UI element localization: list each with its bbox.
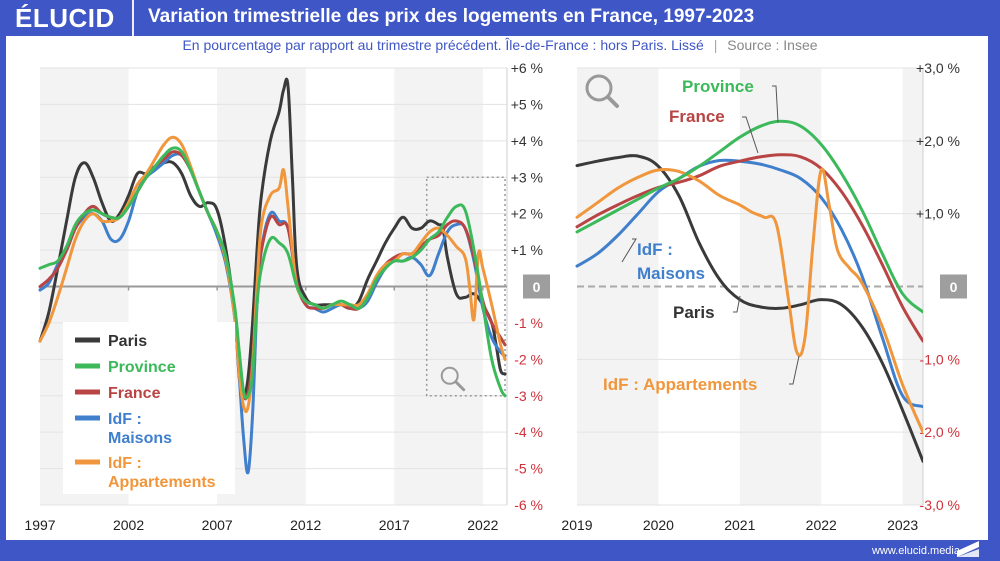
x-tick-label: 2023 — [887, 517, 918, 533]
magnifier-handle — [606, 95, 619, 108]
y-tick-label: -3 % — [514, 388, 543, 404]
footer-url[interactable]: www.elucid.media — [871, 545, 960, 557]
legend-label: France — [108, 385, 161, 402]
y-tick-label: +1,0 % — [916, 206, 960, 222]
annotation-label: France — [669, 107, 725, 126]
x-tick-label: 2012 — [290, 517, 321, 533]
series-line-paris — [575, 154, 923, 463]
y-tick-label: -2,0 % — [920, 424, 960, 440]
zero-badge — [523, 274, 550, 299]
series-line-paris — [38, 77, 507, 398]
legend-label: Maisons — [108, 430, 172, 447]
y-tick-label: -1,0 % — [920, 351, 960, 367]
chart-subtitle: En pourcentage par rapport au trimestre … — [0, 37, 1000, 53]
y-tick-label: +6 % — [511, 60, 543, 76]
y-tick-label: +2 % — [511, 206, 543, 222]
x-tick-label: 2020 — [643, 517, 674, 533]
y-tick-label: +2,0 % — [916, 133, 960, 149]
series-line-idf-maisons — [575, 158, 923, 409]
legend-label: Paris — [108, 333, 147, 350]
subtitle-separator: | — [713, 37, 718, 53]
annotation-label: IdF : Appartements — [603, 375, 757, 394]
legend-label: Province — [108, 359, 176, 376]
annotation-leader-line — [772, 85, 779, 123]
zero-badge — [940, 274, 967, 299]
annotation-leader-line — [789, 355, 800, 385]
y-tick-label: +1 % — [511, 242, 543, 258]
header-divider — [132, 0, 134, 36]
series-line-province — [575, 119, 923, 314]
legend-box — [63, 322, 235, 494]
y-tick-label: +4 % — [511, 133, 543, 149]
y-tick-label: +3 % — [511, 169, 543, 185]
y-tick-label: -1 % — [514, 315, 543, 331]
x-tick-label: 2021 — [724, 517, 755, 533]
y-tick-label: 0 — [533, 279, 541, 295]
y-tick-label: 0 — [950, 279, 958, 295]
y-tick-label: -2 % — [514, 351, 543, 367]
magnifier-icon — [440, 366, 466, 392]
legend-label: IdF : — [108, 411, 142, 428]
zoom-chart: +3,0 % +2,0 % +1,0 % 0 -1,0 % -2,0 % -3,0 % 201… — [561, 60, 967, 533]
x-tick-label: 2022 — [467, 517, 498, 533]
y-tick-label: -3,0 % — [920, 497, 960, 513]
annotations: Province France IdF : Maisons Paris IdF : App… — [603, 77, 800, 394]
legend-label: IdF : — [108, 455, 142, 472]
y-tick-label: -6 % — [514, 497, 543, 513]
x-tick-label: 2007 — [202, 517, 233, 533]
y-tick-label: +5 % — [511, 96, 543, 112]
brand-flag-icon — [957, 541, 979, 557]
magnifier-icon — [585, 74, 619, 108]
magnifier-handle — [454, 380, 466, 392]
header-bar: ÉLUCID Variation trimestrielle des prix … — [0, 0, 1000, 36]
annotation-label: IdF : — [637, 240, 673, 259]
series-group — [38, 77, 507, 475]
x-tick-label: 2017 — [379, 517, 410, 533]
series-group — [575, 119, 923, 463]
source-text: Source : Insee — [727, 37, 818, 53]
x-tick-label: 2002 — [113, 517, 144, 533]
series-line-province — [38, 146, 507, 400]
magnifier-lens — [440, 366, 459, 385]
series-line-idf-appartements — [575, 167, 923, 434]
magnifier-lens — [585, 74, 613, 102]
zoom-region-box[interactable] — [425, 176, 506, 397]
legend: Paris Province France IdF : Maisons IdF : Appa… — [63, 322, 235, 494]
chart-title: Variation trimestrielle des prix des log… — [148, 6, 755, 27]
series-line-idf-appartements — [38, 135, 507, 414]
x-tick-label: 2019 — [561, 517, 592, 533]
subtitle-text: En pourcentage par rapport au trimestre … — [182, 37, 704, 53]
annotation-leader-line — [621, 238, 637, 263]
y-tick-label: +3,0 % — [916, 60, 960, 76]
brand-logo: ÉLUCID — [15, 3, 115, 33]
y-tick-label: -4 % — [514, 424, 543, 440]
x-tick-label: 2022 — [806, 517, 837, 533]
annotation-label: Paris — [673, 303, 715, 322]
x-tick-label: 1997 — [24, 517, 55, 533]
annotation-label: Maisons — [637, 264, 705, 283]
annotation-leader-line — [733, 295, 741, 313]
legend-label: Appartements — [108, 474, 216, 491]
annotation-leader-line — [742, 116, 759, 154]
series-line-france — [575, 153, 923, 343]
y-tick-label: -5 % — [514, 461, 543, 477]
annotation-label: Province — [682, 77, 754, 96]
